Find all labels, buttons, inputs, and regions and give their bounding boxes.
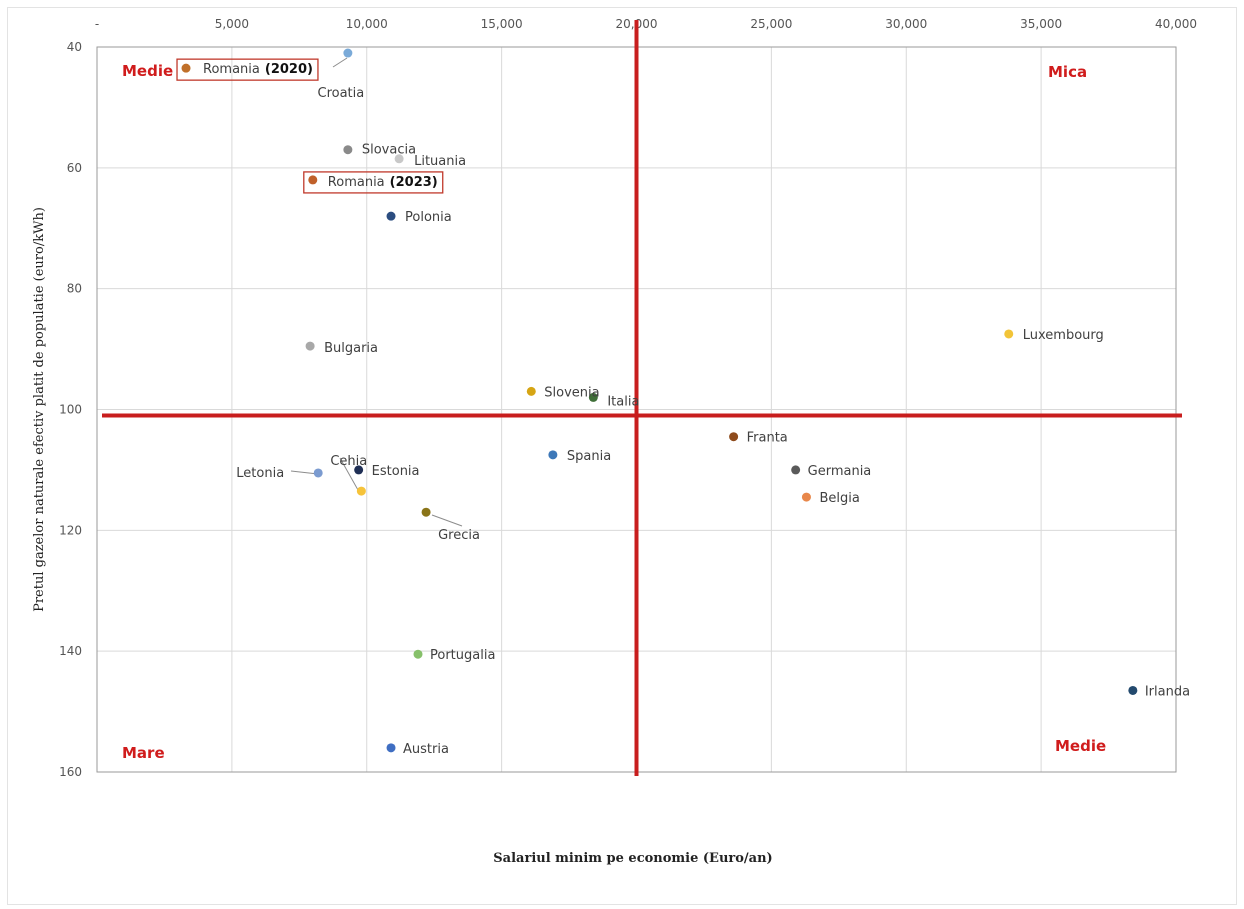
label-slovacia: Slovacia — [362, 143, 416, 158]
x-tick-label: - — [95, 17, 99, 31]
label-polonia: Polonia — [405, 210, 452, 225]
point-germania — [791, 465, 801, 475]
highlight-box-romania-2020 — [176, 58, 319, 81]
point-letonia — [313, 468, 323, 478]
point-grecia — [421, 507, 431, 517]
label-germania: Germania — [808, 464, 872, 479]
label-spania: Spania — [567, 449, 611, 464]
y-tick-label: 80 — [67, 282, 82, 296]
x-tick-label: 35,000 — [1020, 17, 1062, 31]
label-grecia: Grecia — [438, 528, 480, 543]
label-letonia: Letonia — [236, 466, 284, 481]
x-axis-title: Salariul minim pe economie (Euro/an) — [493, 851, 772, 866]
point-irlanda — [1128, 685, 1138, 695]
chart-frame — [7, 7, 1237, 905]
x-tick-label: 30,000 — [885, 17, 927, 31]
highlight-boxes — [176, 58, 444, 194]
point-slovenia — [526, 386, 536, 396]
label-austria: Austria — [403, 742, 449, 757]
quadrant-labels: Medie Mica Mare Medie — [122, 62, 1106, 762]
quadrant-label-bottom-left: Mare — [122, 744, 165, 762]
label-bulgaria: Bulgaria — [324, 341, 378, 356]
label-cehia: Cehia — [330, 454, 367, 469]
x-tick-label: 25,000 — [750, 17, 792, 31]
quadrant-label-top-left: Medie — [122, 62, 173, 80]
point-croatia — [343, 48, 353, 58]
point-franta — [729, 432, 739, 442]
point-spania — [548, 450, 558, 460]
label-croatia: Croatia — [318, 86, 365, 101]
point-romania-2020 — [181, 63, 191, 73]
point-slovacia — [343, 145, 353, 155]
x-tick-labels: -5,00010,00015,00020,00025,00030,00035,0… — [95, 17, 1197, 31]
x-tick-label: 5,000 — [215, 17, 249, 31]
point-belgia — [801, 492, 811, 502]
point-lituania — [394, 154, 404, 164]
y-tick-label: 40 — [67, 40, 82, 54]
x-tick-label: 15,000 — [481, 17, 523, 31]
label-italia: Italia — [607, 394, 639, 409]
point-cehia — [356, 486, 366, 496]
y-tick-label: 160 — [59, 765, 82, 779]
quadrant-label-bottom-right: Medie — [1055, 737, 1106, 755]
leader-croatia — [332, 57, 348, 68]
label-irlanda: Irlanda — [1145, 684, 1190, 699]
reference-lines — [102, 20, 1182, 776]
label-estonia: Estonia — [372, 464, 420, 479]
point-romania-2023 — [308, 175, 318, 185]
label-belgia: Belgia — [819, 491, 859, 506]
leader-grecia — [431, 514, 463, 527]
label-lituania: Lituania — [414, 154, 466, 169]
y-tick-label: 120 — [59, 523, 82, 537]
label-romania-2020: Romania (2020) — [203, 62, 313, 77]
leader-lines — [290, 57, 463, 527]
point-italia — [588, 392, 598, 402]
label-romania-2023: Romania (2023) — [328, 175, 438, 190]
leader-cehia — [339, 457, 359, 491]
data-points — [181, 48, 1138, 753]
point-polonia — [386, 211, 396, 221]
label-portugalia: Portugalia — [430, 648, 495, 663]
point-austria — [386, 743, 396, 753]
y-tick-labels: 40 60 80 100 120 140 160 — [59, 40, 82, 779]
point-estonia — [354, 465, 364, 475]
label-slovenia: Slovenia — [544, 385, 599, 400]
y-tick-label: 60 — [67, 161, 82, 175]
point-bulgaria — [305, 341, 315, 351]
label-luxembourg: Luxembourg — [1023, 328, 1104, 343]
highlight-box-romania-2023 — [303, 171, 444, 194]
point-luxembourg — [1004, 329, 1014, 339]
y-tick-label: 100 — [59, 403, 82, 417]
leader-letonia — [290, 470, 319, 475]
x-tick-label: 40,000 — [1155, 17, 1197, 31]
label-franta: Franta — [747, 431, 788, 446]
y-axis-title: Pretul gazelor naturale efectiv platit d… — [32, 207, 47, 612]
quadrant-label-top-right: Mica — [1048, 63, 1087, 81]
point-portugalia — [413, 649, 423, 659]
y-tick-label: 140 — [59, 644, 82, 658]
x-tick-label: 10,000 — [346, 17, 388, 31]
